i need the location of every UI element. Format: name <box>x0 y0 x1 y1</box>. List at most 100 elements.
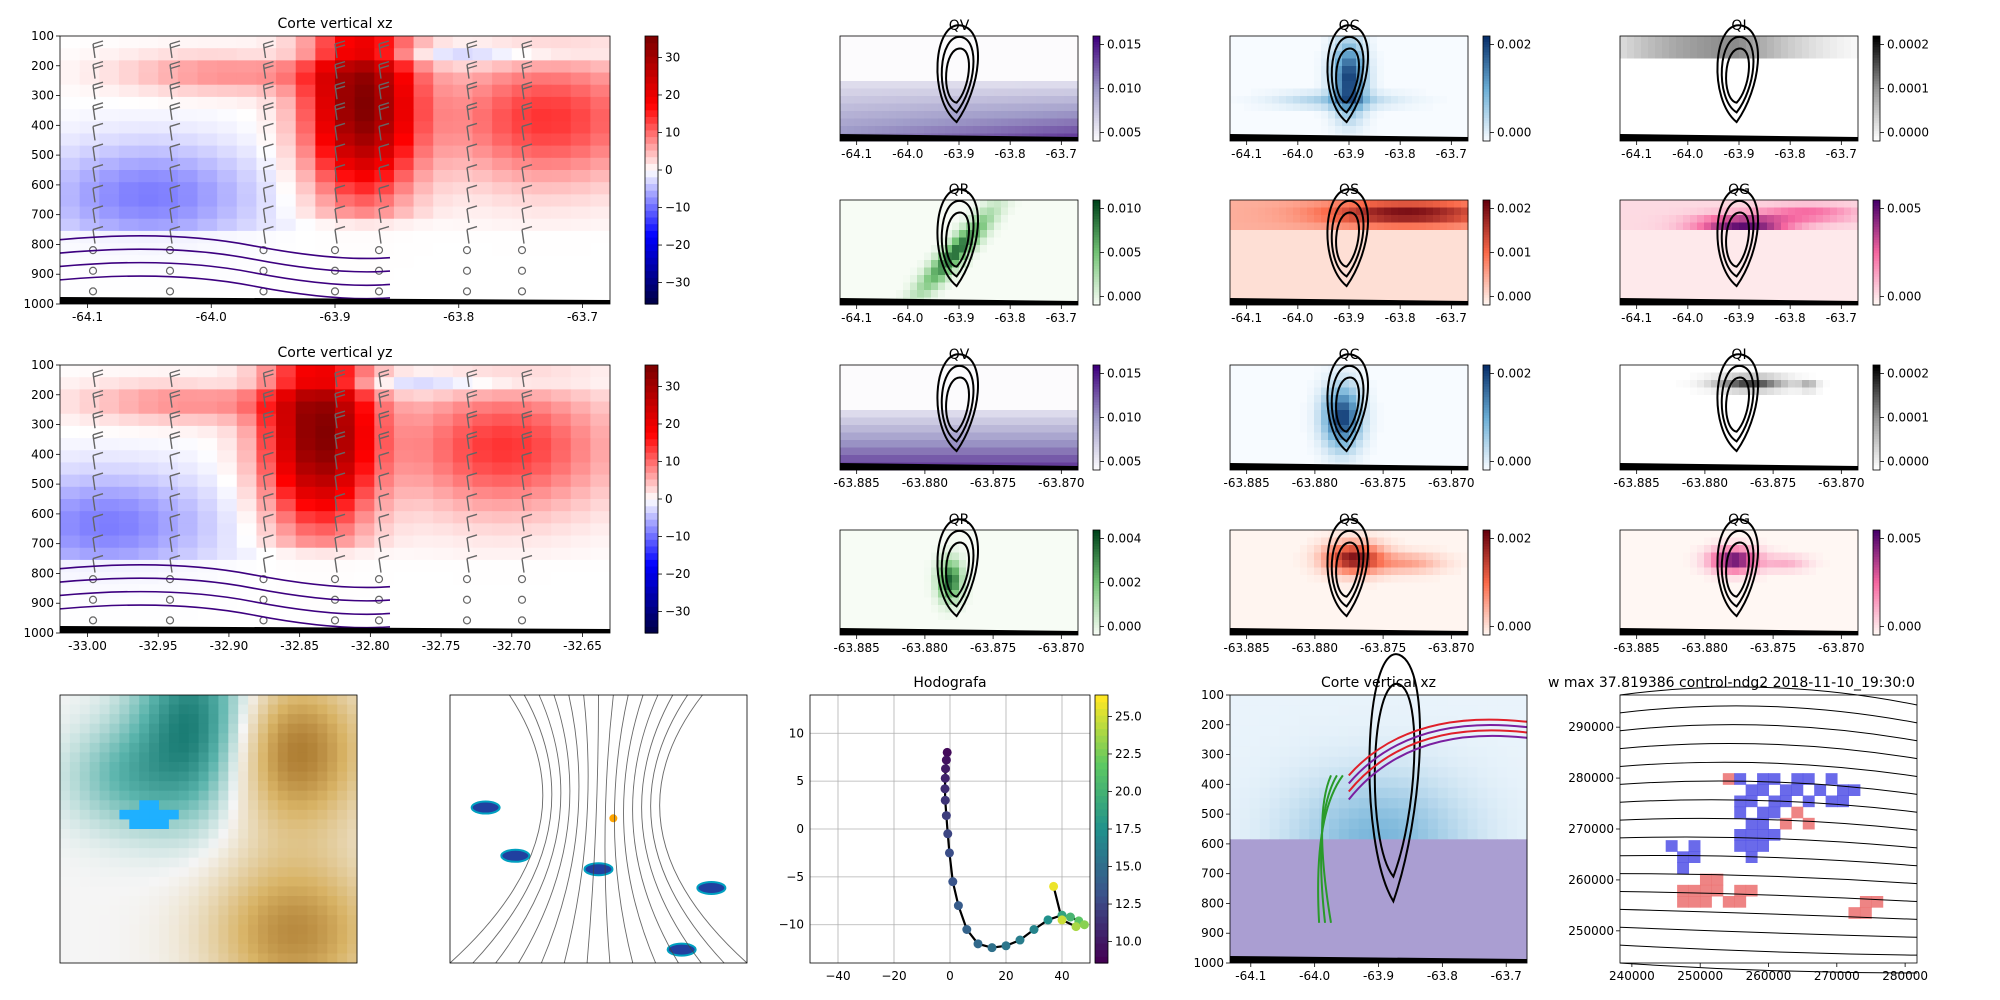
qg1-panel-heatmap-cell <box>1683 252 1691 261</box>
qc1-panel-heatmap-cell <box>1349 73 1357 82</box>
qi1-panel-heatmap-cell <box>1816 43 1824 52</box>
qi1-panel-heatmap-cell <box>1809 36 1817 44</box>
qc1-panel-heatmap-cell <box>1314 88 1322 97</box>
qg1-panel-heatmap-cell <box>1634 230 1642 238</box>
xz-panel-heatmap-cell <box>60 170 81 183</box>
qr1-panel-heatmap-cell <box>889 215 897 223</box>
qv1-panel-heatmap-cell <box>889 118 897 127</box>
qs1-panel-heatmap-cell <box>1426 275 1434 283</box>
yz-panel-heatmap-cell <box>99 584 120 597</box>
qv1-panel-heatmap-cell <box>1036 103 1044 112</box>
yz-panel-heatmap-cell <box>217 377 238 390</box>
xz-panel-heatmap-cell <box>354 133 375 147</box>
qr1-panel-heatmap-cell <box>987 245 995 253</box>
qv1-panel-heatmap-cell <box>1008 36 1016 44</box>
yz-panel-heatmap-cell <box>217 474 238 488</box>
xz-panel-heatmap-cell <box>315 145 336 159</box>
qv1-panel-heatmap-cell <box>917 73 925 82</box>
wind-barb <box>334 146 338 162</box>
qv1-panel-heatmap-cell <box>1001 43 1009 52</box>
qi1-panel-heatmap-cell <box>1844 88 1852 97</box>
xz-panel-heatmap-cell <box>276 230 297 244</box>
xz-panel-heatmap-cell <box>99 60 120 74</box>
xz-panel-heatmap-cell <box>472 84 493 98</box>
qg1-panel-heatmap-cell <box>1830 252 1838 261</box>
qi1-panel-heatmap-cell <box>1788 51 1796 59</box>
qr1-panel-heatmap-cell <box>868 267 876 276</box>
qg1-panel-heatmap-cell <box>1816 237 1824 246</box>
xz-panel-heatmap-cell <box>413 48 434 61</box>
qg1-panel-heatmap-cell <box>1627 237 1635 246</box>
qv1-panel-xtick-label: -63.8 <box>995 147 1026 161</box>
qc1-panel-heatmap-cell <box>1230 111 1238 119</box>
qs1-panel-heatmap-cell <box>1307 237 1315 246</box>
qi1-panel-heatmap-cell <box>1676 66 1684 74</box>
yz-panel-heatmap-cell <box>99 523 120 537</box>
yz-panel-heatmap-cell <box>472 547 493 561</box>
qs1-panel-heatmap-cell <box>1342 245 1350 253</box>
qi1-panel-heatmap-cell <box>1788 96 1796 104</box>
xz-panel-heatmap-cell <box>118 109 140 122</box>
qc1-panel-heatmap-cell <box>1412 126 1420 134</box>
qi1-panel-heatmap-cell <box>1655 66 1663 74</box>
yz-panel-heatmap-cell <box>295 535 316 549</box>
qs1-panel-heatmap-cell <box>1391 245 1399 253</box>
yz-panel-heatmap-cell <box>570 450 591 463</box>
yz-panel-heatmap-cell <box>276 535 297 549</box>
qg1-panel-heatmap-cell <box>1809 230 1817 238</box>
yz-panel-heatmap-cell <box>158 401 179 415</box>
yz-panel-heatmap-cell <box>256 523 277 537</box>
qr1-panel-heatmap-cell <box>994 252 1002 261</box>
qc1-panel-heatmap-cell <box>1279 43 1287 52</box>
qc1-panel-heatmap-cell <box>1461 36 1469 44</box>
yz-panel-heatmap-cell <box>295 438 316 451</box>
qv1-panel-heatmap-cell <box>889 43 897 52</box>
qr1-panel-heatmap-cell <box>910 237 918 246</box>
wind-barb-flag <box>378 85 390 90</box>
qs1-panel-heatmap-cell <box>1321 252 1329 261</box>
qi1-panel-heatmap-cell <box>1704 111 1712 119</box>
xz-panel-heatmap-cell <box>570 109 591 122</box>
qg1-panel-heatmap-cell <box>1718 282 1726 291</box>
yz-panel-heatmap-cell <box>79 365 100 378</box>
qc1-panel-heatmap-cell <box>1363 111 1371 119</box>
qg1-panel-heatmap-cell <box>1823 245 1831 253</box>
yz-panel-heatmap-cell <box>138 523 159 537</box>
qc1-panel-heatmap-cell <box>1440 73 1448 82</box>
qr1-panel-heatmap-cell <box>1029 282 1037 291</box>
xz-panel-heatmap-cell <box>118 279 140 293</box>
qc1-panel-heatmap-cell <box>1447 96 1455 104</box>
xz-panel-heatmap-cell <box>551 279 572 293</box>
qg1-panel-heatmap-cell <box>1746 290 1754 298</box>
xz-panel-heatmap-cell <box>217 60 238 74</box>
qr1-panel-heatmap-cell <box>987 215 995 223</box>
xz-panel-heatmap-cell <box>79 96 100 110</box>
qr1-panel-heatmap-cell <box>917 290 925 298</box>
yz-panel-ytick-label: 800 <box>31 566 54 580</box>
qc1-panel-heatmap-cell <box>1342 103 1350 112</box>
qr1-panel-heatmap-cell <box>1008 275 1016 283</box>
qi1-panel-heatmap-cell <box>1837 43 1845 52</box>
qc1-panel-heatmap-cell <box>1419 88 1427 97</box>
qc1-panel-heatmap-cell <box>1237 118 1245 127</box>
qc1-panel-heatmap-cell <box>1398 96 1406 104</box>
yz-panel-heatmap-cell <box>433 535 454 549</box>
qi1-panel-heatmap-cell <box>1697 118 1705 127</box>
xz-panel-heatmap-cell <box>393 72 415 86</box>
qv1-panel-heatmap-cell <box>861 51 869 59</box>
qg1-panel-heatmap-cell <box>1767 230 1775 238</box>
qv1-panel-heatmap-cell <box>1071 96 1079 104</box>
qr1-panel-heatmap-cell <box>994 237 1002 246</box>
qs1-panel-heatmap-cell <box>1286 290 1294 298</box>
qc1-panel-colorbar-band <box>1483 62 1490 66</box>
qv1-panel-heatmap-cell <box>931 88 939 97</box>
xz-panel-heatmap-cell <box>413 279 434 293</box>
yz-panel-colorbar-band <box>645 606 658 614</box>
qg1-panel-heatmap-cell <box>1669 230 1677 238</box>
qv1-panel-heatmap-cell <box>966 73 974 82</box>
qg1-panel-heatmap-cell <box>1732 230 1740 238</box>
qs1-panel-heatmap-cell <box>1356 290 1364 298</box>
wind-barb-flag <box>521 225 533 231</box>
yz-panel-heatmap-cell <box>60 438 81 451</box>
qs1-panel-heatmap-cell <box>1440 215 1448 223</box>
